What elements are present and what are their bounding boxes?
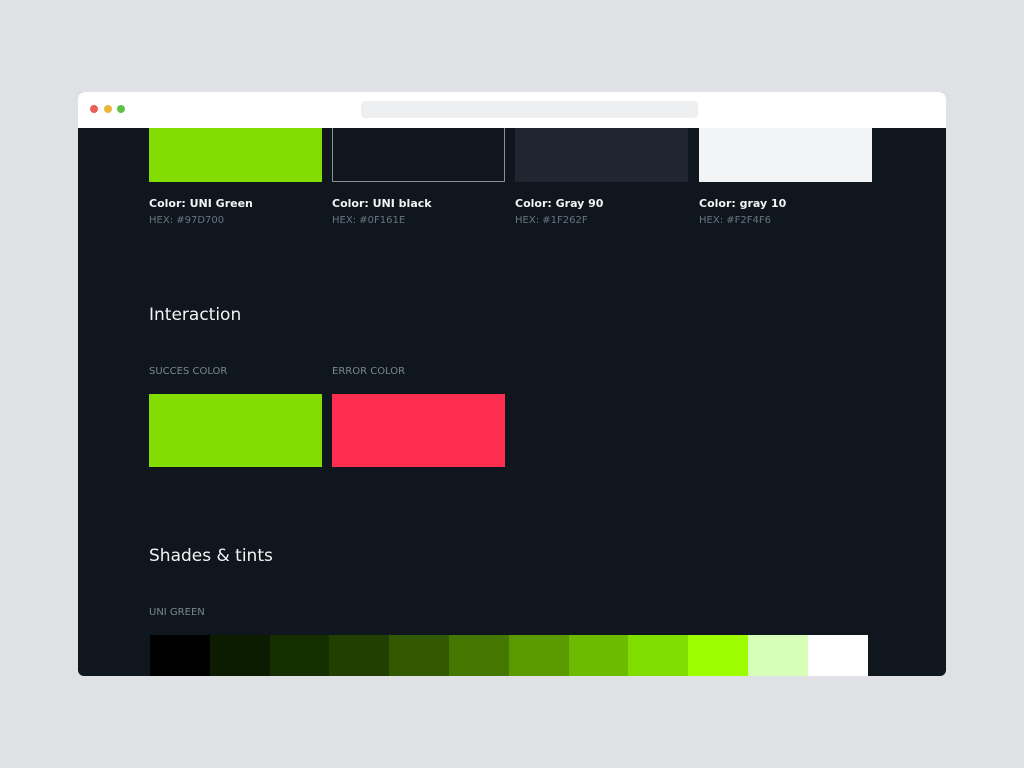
browser-toolbar: [78, 92, 946, 128]
shades-label: UNI GREEN: [149, 607, 205, 618]
color-name: Color: Gray 90: [515, 197, 604, 210]
swatch-gray-90: [515, 128, 688, 182]
section-title-shades: Shades & tints: [149, 546, 273, 566]
section-title-interaction: Interaction: [149, 305, 242, 325]
swatch-uni-black: [332, 128, 505, 182]
shade-swatch: [568, 635, 629, 676]
shade-swatch: [448, 635, 509, 676]
color-name: Color: UNI black: [332, 197, 432, 210]
shade-swatch: [807, 635, 868, 676]
shade-swatch: [209, 635, 270, 676]
error-color-label: ERROR COLOR: [332, 366, 406, 377]
shade-swatch: [269, 635, 330, 676]
shade-swatch: [508, 635, 569, 676]
shade-swatch: [150, 635, 210, 676]
page-content: Color: UNI Green HEX: #97D700 Color: UNI…: [78, 128, 946, 676]
swatch-gray-10: [699, 128, 872, 182]
shade-swatch: [688, 635, 748, 676]
color-hex: HEX: #F2F4F6: [699, 215, 771, 226]
browser-window: Color: UNI Green HEX: #97D700 Color: UNI…: [78, 92, 946, 676]
shade-swatch: [329, 635, 390, 676]
shade-swatch: [747, 635, 808, 676]
swatch-uni-green: [149, 128, 322, 182]
swatch-error: [332, 394, 505, 467]
success-color-label: SUCCES COLOR: [149, 366, 228, 377]
color-hex: HEX: #1F262F: [515, 215, 588, 226]
address-bar[interactable]: [361, 101, 698, 118]
color-hex: HEX: #97D700: [149, 215, 225, 226]
color-name: Color: gray 10: [699, 197, 787, 210]
color-hex: HEX: #0F161E: [332, 215, 406, 226]
color-name: Color: UNI Green: [149, 197, 253, 210]
close-window-icon[interactable]: [90, 105, 98, 113]
shade-swatch: [389, 635, 449, 676]
shade-swatch: [628, 635, 689, 676]
maximize-window-icon[interactable]: [117, 105, 125, 113]
swatch-success: [149, 394, 322, 467]
shade-strip: [150, 635, 868, 676]
minimize-window-icon[interactable]: [104, 105, 112, 113]
